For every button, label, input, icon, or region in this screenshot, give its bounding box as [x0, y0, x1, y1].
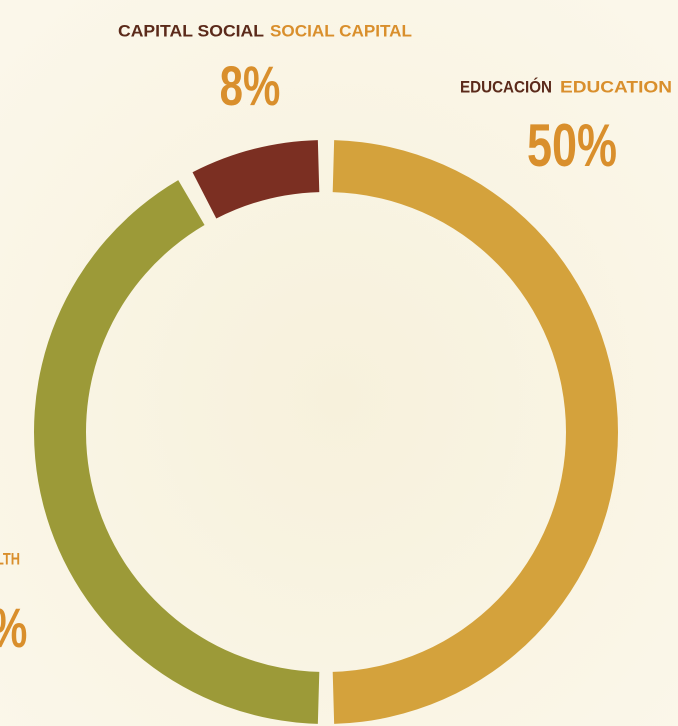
label-en: SOCIAL CAPITAL [270, 21, 412, 40]
chart: EDUCACIÓN EDUCATION 50% LTH% CAPITAL SOCIAL S… [0, 0, 678, 726]
label-es: CAPITAL SOCIAL [118, 21, 264, 40]
value-label: % [0, 597, 27, 659]
label-en: EDUCATION [560, 77, 672, 96]
label-es: EDUCACIÓN [460, 77, 552, 96]
page: {"chart_data": {"type": "donut", "catego… [0, 0, 678, 726]
label-en: LTH [0, 549, 20, 568]
value-label: 8% [220, 55, 281, 117]
value-label: 50% [527, 113, 617, 180]
